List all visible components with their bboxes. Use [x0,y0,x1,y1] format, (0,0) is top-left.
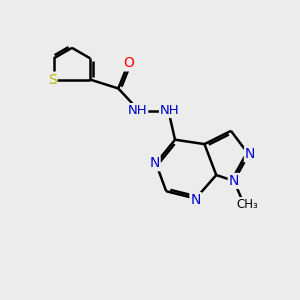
Text: N: N [245,147,255,161]
Text: O: O [123,56,134,70]
Text: NH: NH [128,104,147,117]
Text: N: N [149,156,160,170]
Text: N: N [190,193,201,207]
Text: NH: NH [160,104,180,117]
Text: S: S [48,73,56,87]
Text: CH₃: CH₃ [236,198,258,211]
Text: N: N [229,174,239,188]
